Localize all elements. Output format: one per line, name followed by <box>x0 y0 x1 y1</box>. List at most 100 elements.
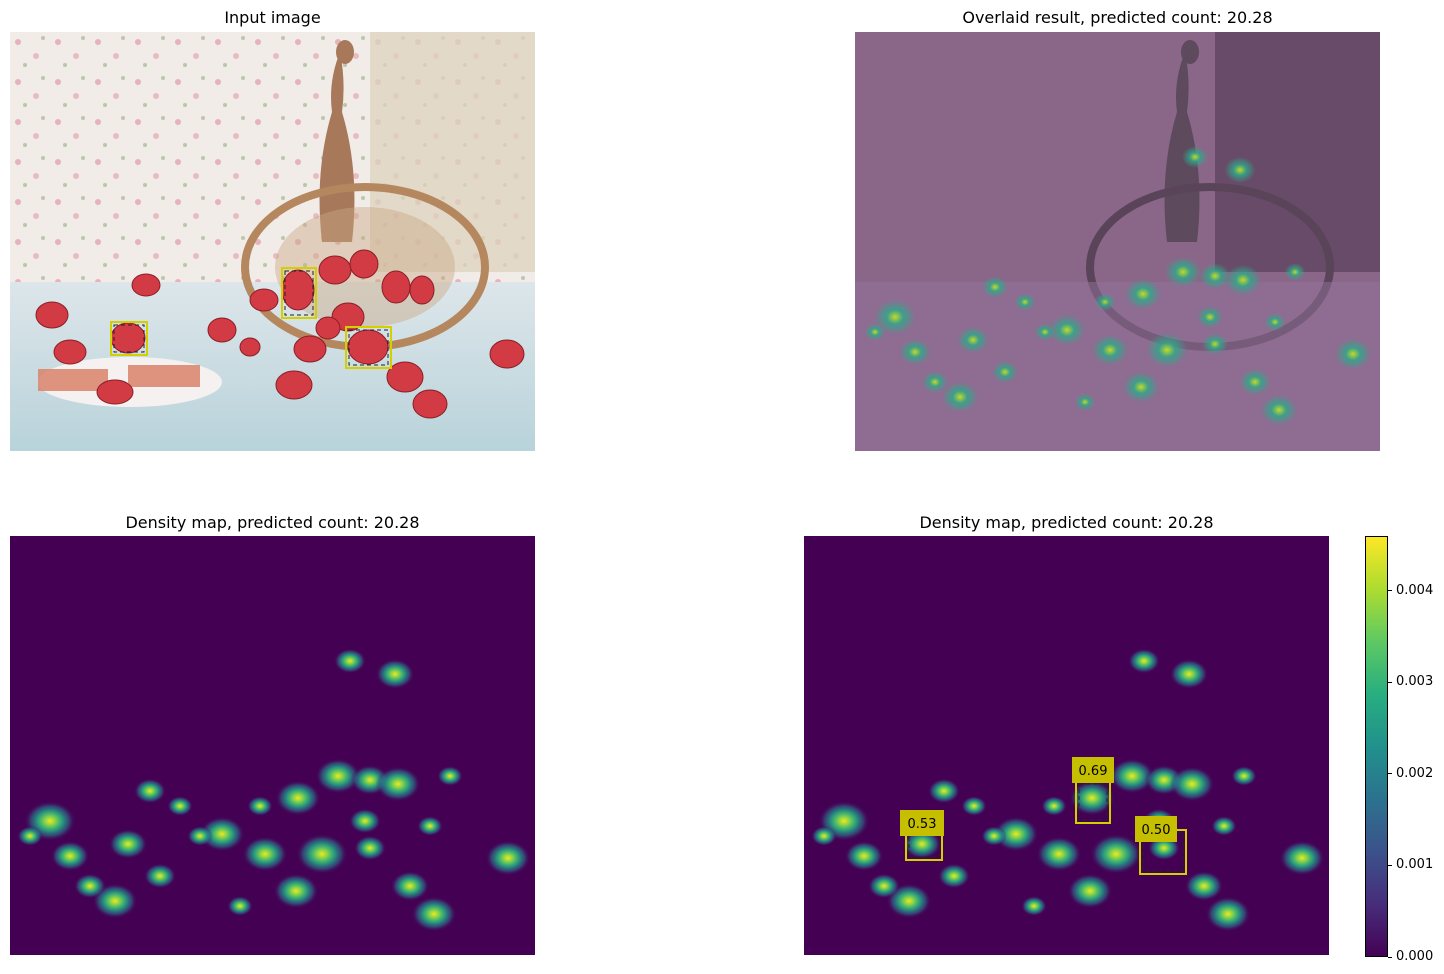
density-blob <box>437 766 463 786</box>
density-blob <box>1205 896 1251 932</box>
density-blob <box>275 780 321 816</box>
density-blob <box>187 826 213 846</box>
colorbar-tick-label: 0.000 <box>1396 949 1434 964</box>
overlay-blob <box>982 276 1008 298</box>
overlay-blob <box>1197 306 1223 328</box>
density-blob <box>349 808 381 834</box>
colorbar-tick-mark <box>1388 681 1392 683</box>
overlay-blob <box>1334 338 1372 370</box>
density-blob <box>273 873 319 909</box>
density-blob <box>354 835 386 861</box>
colorbar-tick-label: 0.004 <box>1396 582 1434 598</box>
density-blob <box>375 659 415 689</box>
colorbar-tick-mark <box>1388 864 1392 866</box>
density-blob <box>961 796 987 816</box>
overlay-blob <box>941 381 979 413</box>
overlay-blob <box>1124 278 1162 310</box>
density-map-boxes: 0.53 0.69 0.50 <box>804 536 1329 955</box>
density-blob <box>1169 659 1209 689</box>
overlay-blob <box>1202 333 1228 355</box>
overlay-blob <box>1182 146 1208 168</box>
density-map <box>10 536 535 955</box>
exemplar-box-label: 0.53 <box>908 817 937 832</box>
density-blob <box>1069 780 1115 816</box>
panel-title-input: Input image <box>224 8 321 27</box>
density-blob <box>1231 766 1257 786</box>
overlay-blob <box>1260 394 1298 426</box>
exemplar-box-3: 0.50 <box>1135 816 1187 875</box>
overlay-blob <box>864 323 886 341</box>
colorbar-tick-mark <box>1388 590 1392 592</box>
density-blob <box>17 826 43 846</box>
density-blob <box>1128 648 1160 674</box>
overlay-blob <box>1239 368 1271 396</box>
overlay-blob <box>1014 293 1036 311</box>
density-blob <box>993 816 1039 852</box>
overlay-blob <box>1122 371 1160 403</box>
overlay-blob <box>1146 332 1188 368</box>
density-blob <box>1211 816 1237 836</box>
overlay-blob <box>1094 293 1116 311</box>
overlay-density-blobs <box>864 146 1372 426</box>
overlay-blob <box>1284 263 1306 281</box>
density-blob <box>74 873 106 899</box>
density-blob <box>411 896 457 932</box>
density-map-svg <box>10 536 535 955</box>
overlay-blob <box>992 361 1018 383</box>
overlay-blob <box>1199 262 1231 290</box>
input-image-svg <box>10 32 535 451</box>
density-blob <box>390 871 430 901</box>
exemplar-box-2: 0.69 <box>1072 757 1114 824</box>
density-blob <box>375 766 421 802</box>
colorbar-tick-label: 0.003 <box>1396 674 1434 690</box>
input-image <box>10 32 535 451</box>
density-blob <box>1279 840 1325 876</box>
density-blob <box>811 826 837 846</box>
overlay-blob <box>874 299 916 335</box>
colorbar-tick-mark <box>1388 956 1392 958</box>
density-blob <box>144 863 176 889</box>
density-blob <box>227 896 253 916</box>
density-blob <box>199 816 245 852</box>
colorbar-svg <box>1365 536 1388 957</box>
overlay-blob <box>1048 314 1086 346</box>
overlay-blob <box>922 371 948 393</box>
density-blob <box>844 841 884 871</box>
colorbar <box>1365 536 1388 957</box>
density-blob <box>902 829 942 859</box>
overlay-image-svg <box>855 32 1380 451</box>
density-blob <box>50 841 90 871</box>
density-blob <box>315 758 361 794</box>
density-blob <box>1184 871 1224 901</box>
overlay-blob <box>899 338 931 366</box>
panel-title-density-boxes: Density map, predicted count: 20.28 <box>919 513 1214 532</box>
density-blob <box>981 826 1007 846</box>
exemplar-box-label: 0.50 <box>1142 823 1171 838</box>
overlay-blob <box>1224 264 1262 296</box>
overlay-blob <box>1224 156 1256 184</box>
colorbar-tick-label: 0.001 <box>1396 857 1434 873</box>
density-blob <box>868 873 900 899</box>
colorbar-tick-mark <box>1388 773 1392 775</box>
density-blobs <box>17 648 531 932</box>
overlay-blob <box>957 326 989 354</box>
panel-title-overlay: Overlaid result, predicted count: 20.28 <box>962 8 1273 27</box>
overlay-blob <box>1091 334 1129 366</box>
overlay-blob <box>1034 323 1056 341</box>
density-blob <box>1109 758 1155 794</box>
density-blob <box>1036 836 1082 872</box>
density-blob <box>1090 834 1142 874</box>
density-blob <box>334 648 366 674</box>
overlay-image <box>855 32 1380 451</box>
density-blob <box>1041 796 1067 816</box>
density-blob <box>247 796 273 816</box>
density-blob <box>242 836 288 872</box>
density-blob <box>928 778 960 804</box>
overlay-blob <box>1164 256 1202 288</box>
overlay-blob <box>1264 313 1286 331</box>
panel-title-density: Density map, predicted count: 20.28 <box>125 513 420 532</box>
density-map-boxes-svg: 0.53 0.69 0.50 <box>804 536 1329 955</box>
density-blob <box>134 778 166 804</box>
exemplar-box-1: 0.53 <box>900 810 944 861</box>
exemplar-box-label: 0.69 <box>1079 764 1108 779</box>
